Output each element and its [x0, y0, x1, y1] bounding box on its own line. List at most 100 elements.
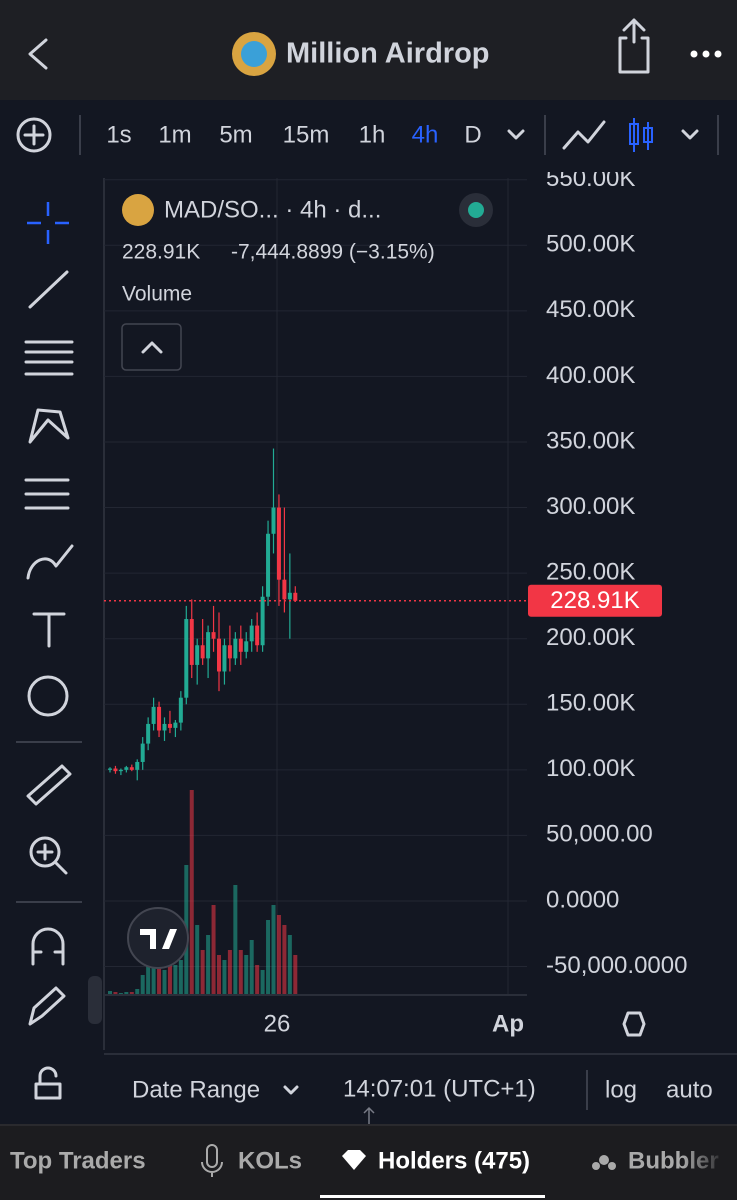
unlock-tool[interactable]	[34, 1066, 62, 1100]
collapse-icon	[141, 341, 163, 354]
volume-bar	[238, 950, 243, 995]
volume-bar	[233, 885, 238, 995]
crosshair-tool[interactable]	[27, 202, 69, 244]
tab[interactable]: Bubbler	[628, 1147, 719, 1174]
volume-bar	[178, 960, 183, 995]
share-button[interactable]	[618, 18, 650, 74]
magnet-tool[interactable]	[31, 927, 65, 966]
volume-bar	[249, 940, 254, 995]
candle-body	[249, 625, 254, 642]
header	[0, 0, 737, 100]
add-indicator[interactable]	[16, 117, 52, 153]
line-chart-button[interactable]	[562, 120, 606, 150]
candle-body	[173, 722, 178, 728]
y-tick-label: 0.0000	[546, 886, 619, 913]
candle-body	[167, 723, 172, 728]
candle-body	[293, 592, 298, 601]
interval-button[interactable]: D	[464, 121, 481, 148]
kols-icon	[201, 1144, 223, 1177]
active-tab-indicator	[320, 1195, 545, 1198]
legend-icon	[122, 194, 154, 226]
volume-bar	[124, 992, 129, 995]
volume-bar	[227, 950, 232, 995]
prediction-tool[interactable]	[24, 478, 70, 510]
candle-body	[162, 723, 167, 731]
date-range-button[interactable]: Date Range	[132, 1076, 260, 1103]
chart-type-more[interactable]	[681, 129, 699, 140]
interval-more[interactable]	[507, 129, 525, 140]
volume-bar	[108, 991, 112, 995]
brush-tool[interactable]	[26, 544, 74, 580]
candle-body	[217, 638, 221, 672]
emoji-tool[interactable]	[27, 675, 69, 717]
holders-icon	[342, 1150, 366, 1170]
y-tick-label: 200.00K	[546, 624, 635, 651]
last-price-box	[528, 584, 662, 617]
candle-body	[113, 768, 118, 772]
volume-bar	[162, 970, 167, 995]
tradingview-logo[interactable]	[127, 907, 189, 969]
candle-body	[233, 638, 238, 659]
last-price-label: 228.91K	[550, 587, 639, 614]
date-range-chevron	[283, 1085, 299, 1095]
candle-body	[266, 533, 271, 597]
interval-button[interactable]: 5m	[219, 121, 252, 148]
tab[interactable]: Holders (475)	[378, 1147, 530, 1174]
collapse-legend[interactable]	[121, 323, 182, 371]
tabs: Top Traders KOLs Holders (475) Bubbler	[10, 1147, 719, 1174]
add-icon	[23, 124, 45, 146]
volume-label: Volume	[122, 283, 192, 306]
volume-bar	[157, 950, 162, 995]
zoom-tool[interactable]	[29, 836, 61, 868]
price-axis: 550.00K 500.00K 450.00K 400.00K 350.00K 300.0…	[546, 172, 687, 979]
volume-bar	[255, 965, 260, 995]
interval-button[interactable]: 1s	[106, 121, 131, 148]
time-label: 14:07:01 (UTC+1)	[343, 1075, 536, 1102]
x-tick-label: 26	[264, 1010, 291, 1037]
tab[interactable]: KOLs	[238, 1147, 302, 1174]
interval-button[interactable]: 4h	[412, 121, 439, 148]
ruler-tool[interactable]	[26, 764, 72, 806]
y-tick-label: 100.00K	[546, 755, 635, 782]
text-tool[interactable]	[32, 612, 66, 648]
interval-button[interactable]: 15m	[283, 121, 330, 148]
trend-line-tool[interactable]	[28, 270, 69, 309]
fib-tool[interactable]	[24, 340, 74, 376]
symbol-label: MAD/SO... · 4h · d...	[164, 196, 381, 223]
volume-bar	[206, 935, 211, 995]
candle-body	[238, 638, 243, 652]
lock-drawing-tool[interactable]	[28, 986, 66, 1026]
tab[interactable]: Top Traders	[10, 1147, 146, 1174]
interval-button[interactable]: 1m	[158, 121, 191, 148]
y-tick-label: 150.00K	[546, 690, 635, 717]
candle-chart-button[interactable]	[629, 118, 653, 152]
volume-bar	[135, 989, 140, 995]
candle-body	[287, 592, 292, 600]
volume-bar	[271, 905, 276, 995]
volume-bar	[222, 960, 227, 995]
volume-bar	[244, 955, 249, 995]
auto-button[interactable]: auto	[666, 1076, 713, 1103]
back-button[interactable]	[28, 38, 48, 70]
pattern-tool[interactable]	[28, 408, 70, 444]
volume-bar	[140, 975, 145, 995]
y-tick-label: 350.00K	[546, 427, 635, 454]
candle-body	[255, 625, 260, 646]
settings-button[interactable]	[622, 1011, 646, 1037]
more-button[interactable]	[690, 50, 722, 58]
candle-body	[189, 619, 194, 665]
collapse-toolbar[interactable]	[88, 976, 102, 1024]
volume-bar	[200, 950, 205, 995]
x-tick-label: Ap	[492, 1010, 524, 1037]
log-button[interactable]: log	[605, 1076, 637, 1103]
interval-button[interactable]: 1h	[359, 121, 386, 148]
bubble-icon	[592, 1155, 616, 1170]
candle-body	[178, 697, 183, 723]
candle-body	[244, 641, 249, 652]
volume-bar	[293, 955, 298, 995]
candle-body	[146, 723, 151, 744]
tradingview-mark	[140, 929, 177, 949]
candle-body	[135, 761, 140, 770]
y-tick-label: 300.00K	[546, 493, 635, 520]
